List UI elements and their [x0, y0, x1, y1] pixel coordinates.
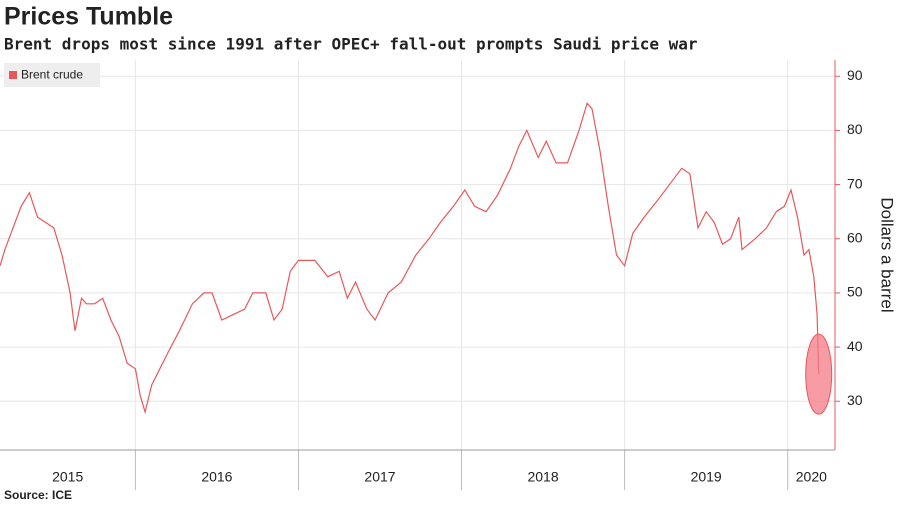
x-tick-label: 2017 — [364, 469, 395, 485]
source: Source: ICE — [4, 488, 72, 502]
y-tick-label: 70 — [847, 175, 863, 191]
series-line — [0, 102, 820, 415]
y-tick-label: 40 — [847, 338, 863, 354]
y-tick-label: 30 — [847, 392, 863, 408]
x-tick-label: 2016 — [201, 469, 232, 485]
x-tick-label: 2019 — [691, 469, 722, 485]
legend-label: Brent crude — [21, 68, 83, 82]
legend-swatch — [9, 71, 17, 79]
chart-title: Prices Tumble — [4, 3, 173, 31]
y-tick-label: 60 — [847, 229, 863, 245]
x-tick-label: 2015 — [52, 469, 83, 485]
legend-box — [4, 63, 100, 87]
x-tick-label: 2018 — [527, 469, 558, 485]
y-tick-label: 80 — [847, 121, 863, 137]
highlight — [805, 333, 833, 415]
y-tick-label: 90 — [847, 67, 863, 83]
y-axis-label: Dollars a barrel — [878, 197, 897, 312]
y-tick-label: 50 — [847, 284, 863, 300]
chart-subtitle: Brent drops most since 1991 after OPEC+ … — [4, 35, 698, 54]
x-tick-label: 2020 — [796, 469, 827, 485]
